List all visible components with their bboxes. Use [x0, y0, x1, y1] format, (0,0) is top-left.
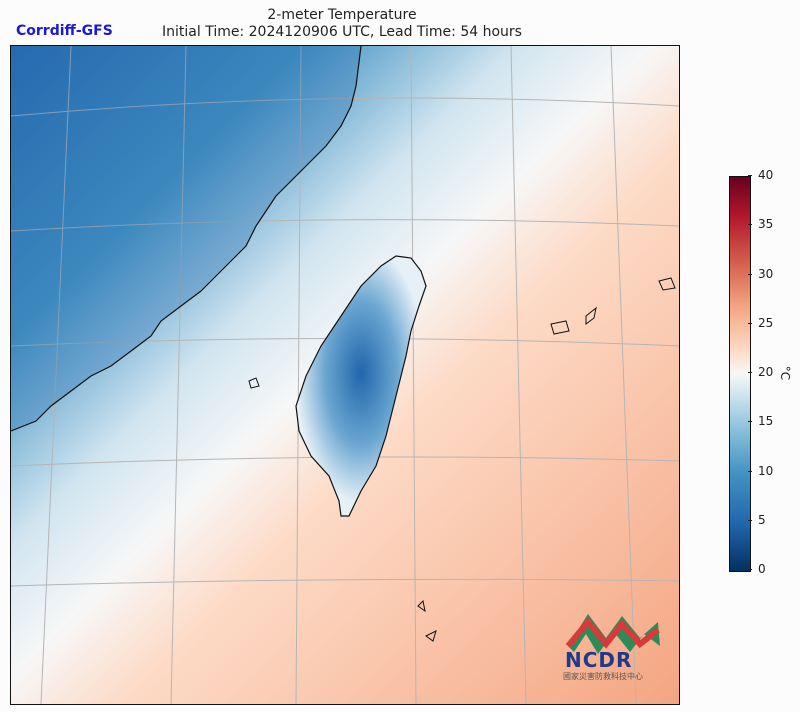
- colorbar-tick: 15: [747, 414, 773, 428]
- babuyan-island: [425, 630, 437, 642]
- penghu-island: [248, 377, 260, 389]
- colorbar-tick: 0: [748, 562, 766, 576]
- mainland-china: [11, 46, 361, 431]
- colorbar-tick: 10: [747, 464, 773, 478]
- colorbar: [729, 176, 751, 572]
- logo-text: NCDR: [565, 648, 633, 672]
- colorbar-tick: 25: [747, 316, 773, 330]
- miyako-island: [658, 277, 676, 291]
- colorbar-tick: 30: [747, 267, 773, 281]
- ncdr-logo-icon: [565, 614, 660, 654]
- colorbar-tick: 20: [747, 365, 773, 379]
- temperature-map: [10, 45, 680, 705]
- colorbar-tick: 35: [747, 217, 773, 231]
- taiwan-island: [295, 255, 427, 517]
- map-title: 2-meter Temperature: [267, 7, 417, 23]
- graticule: [11, 46, 679, 704]
- map-subtitle: Initial Time: 2024120906 UTC, Lead Time:…: [162, 24, 522, 40]
- logo-subtitle: 國家災害防救科技中心: [563, 672, 643, 681]
- colorbar-tick: 40: [747, 168, 773, 182]
- colorbar-tick: 5: [748, 513, 766, 527]
- yaeyama-island: [550, 320, 570, 335]
- china-coastline: [11, 46, 362, 432]
- model-label: Corrdiff-GFS: [16, 23, 113, 39]
- colorbar-unit: °C: [778, 365, 793, 381]
- ishigaki-island: [585, 306, 597, 325]
- batanes-island: [417, 599, 426, 613]
